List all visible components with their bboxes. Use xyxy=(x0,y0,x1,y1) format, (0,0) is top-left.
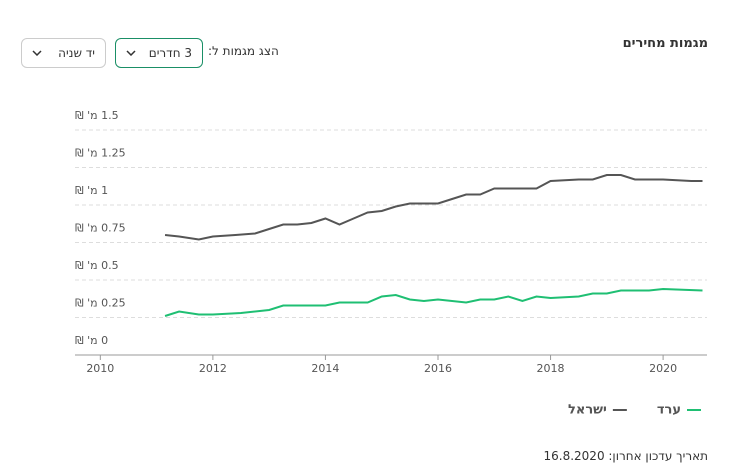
last-updated: תאריך עדכון אחרון: 16.8.2020 xyxy=(543,449,709,463)
x-tick-label: 2010 xyxy=(86,362,114,375)
x-tick-label: 2012 xyxy=(199,362,227,375)
x-tick-label: 2014 xyxy=(311,362,339,375)
page-title: מגמות מחירים xyxy=(622,36,708,51)
condition-value: יד שניה xyxy=(58,46,95,60)
x-tick-label: 2018 xyxy=(537,362,565,375)
x-tick-label: 2016 xyxy=(424,362,452,375)
legend-label: ערד xyxy=(657,403,681,418)
legend-label: ישראל xyxy=(568,403,607,418)
series-line xyxy=(164,287,703,317)
series-line xyxy=(164,174,703,241)
rooms-value: 3 חדרים xyxy=(148,46,192,60)
y-tick-label: 1.5 מ' ₪ xyxy=(75,109,119,122)
y-tick-label: 0.75 מ' ₪ xyxy=(75,222,126,235)
y-tick-label: 1.25 מ' ₪ xyxy=(75,147,126,160)
chart: 0 מ' ₪ 0.25 מ' ₪ 0.5 מ' ₪ 0.75 מ' ₪ 1 מ' ₪ 1.… xyxy=(75,109,707,418)
y-tick-label: 0 מ' ₪ xyxy=(75,334,108,347)
condition-dropdown[interactable]: יד שניה xyxy=(21,38,106,68)
y-tick-label: 0.25 מ' ₪ xyxy=(75,297,126,310)
y-tick-label: 1 מ' ₪ xyxy=(75,184,108,197)
x-tick-label: 2020 xyxy=(649,362,677,375)
y-tick-label: 0.5 מ' ₪ xyxy=(75,259,119,272)
chevron xyxy=(32,50,42,56)
filter-label: הצג מגמות ל: xyxy=(208,44,279,58)
chevron xyxy=(126,50,136,56)
rooms-dropdown[interactable]: 3 חדרים xyxy=(115,38,203,68)
